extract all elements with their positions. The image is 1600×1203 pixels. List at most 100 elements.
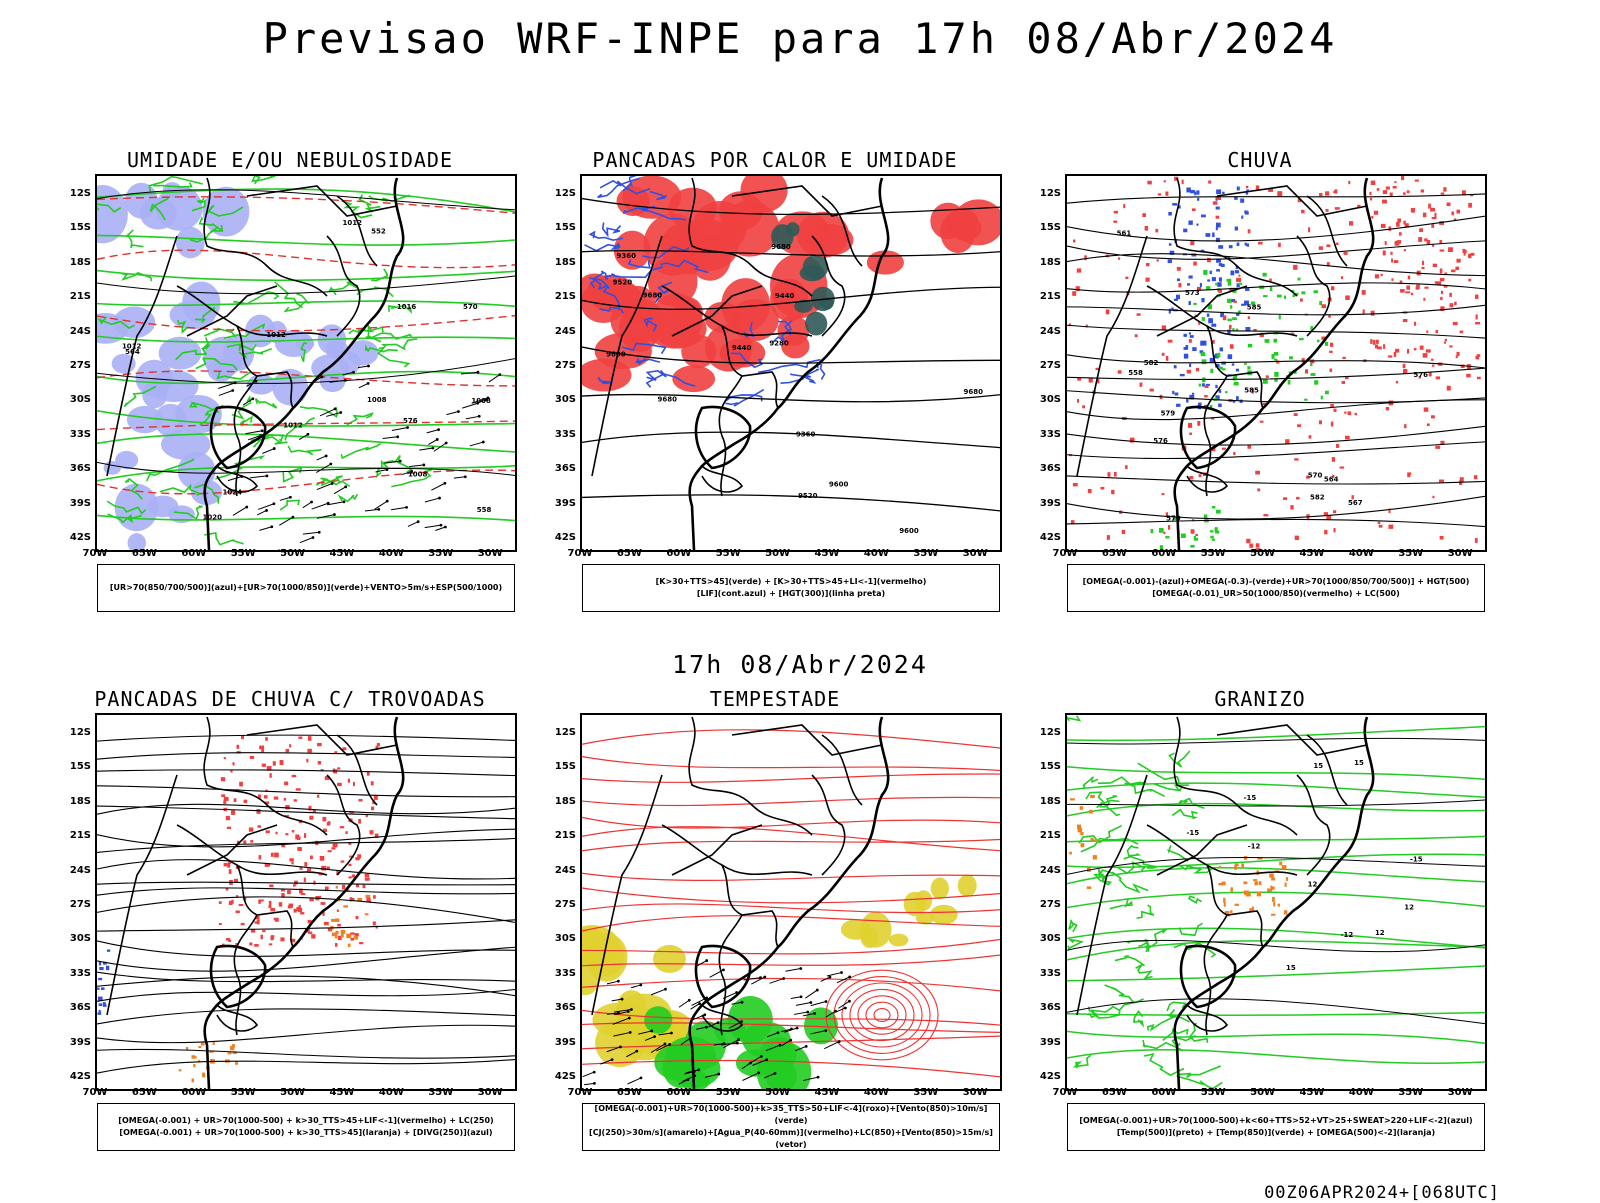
temperature-850-contour (1136, 904, 1155, 919)
latitude-label: 12S (69, 188, 91, 199)
lifted-index-contour (645, 369, 667, 381)
humidity-upper-area (103, 461, 121, 475)
rain-area (1388, 524, 1394, 529)
humidity-upper-area (158, 336, 202, 370)
longitude-label: 40W (863, 1087, 889, 1098)
thunderstorm-area (269, 773, 272, 778)
omega-area (1188, 332, 1192, 335)
humidity-lower-contour (391, 468, 432, 488)
omega-area (1211, 277, 1216, 282)
latitude-label: 18S (554, 795, 576, 807)
wind-vector (232, 505, 249, 516)
omega-strong-area (1165, 536, 1170, 539)
latitude-label: 18S (69, 795, 91, 807)
omega-500-area (1234, 864, 1237, 870)
omega-strong-area (1238, 310, 1241, 315)
state-border (1203, 375, 1228, 497)
thunderstorm-area (285, 805, 290, 810)
omega-area (1190, 189, 1195, 194)
omega-area (1235, 312, 1240, 316)
humidity-lower-contour (287, 445, 322, 456)
rain-area (1285, 439, 1290, 444)
wind-850-vector (627, 1076, 643, 1085)
wind-vector (246, 379, 258, 387)
rain-area (1432, 243, 1435, 247)
height-300-contour (582, 393, 1000, 403)
omega-500-area (1277, 903, 1281, 907)
contour-value-label: 582 (1144, 359, 1159, 367)
lifted-index-contour (627, 259, 652, 269)
rain-area (1426, 239, 1431, 245)
instability-orange-area (202, 1072, 206, 1078)
rain-area (1448, 247, 1453, 253)
k-index-area (802, 254, 829, 280)
rain-area (1371, 215, 1374, 219)
wind-vector (431, 481, 447, 491)
omega-strong-area (1319, 300, 1323, 306)
thunderstorm-area (225, 888, 229, 891)
thunderstorm-area (275, 831, 278, 835)
height-300-contour (582, 197, 1000, 216)
longitude-label: 35W (1398, 548, 1424, 559)
rain-area (1369, 191, 1372, 196)
temperature-850-contour (1168, 750, 1191, 768)
wind-850-vector (838, 999, 851, 1009)
wind-vector (391, 426, 409, 432)
lifted-index-contour (643, 317, 658, 332)
rain-area (1382, 199, 1387, 204)
thunderstorm-area (294, 880, 298, 885)
rain-area (1468, 202, 1472, 208)
wind-850-vector (606, 1045, 622, 1053)
wind-vector (460, 370, 480, 375)
streamline-250 (97, 805, 515, 820)
lifted-index-contour (621, 342, 667, 355)
wind-vector (469, 440, 485, 447)
rain-area (1301, 209, 1305, 214)
thunderstorm-area (266, 766, 272, 771)
legend-box: [OMEGA(-0.001)-(azul)+OMEGA(-0.3)-(verde… (1067, 564, 1485, 612)
omega-area (1240, 198, 1245, 203)
rain-area (1145, 263, 1150, 267)
rain-area (1382, 190, 1388, 195)
height-500-contour (1067, 240, 1485, 260)
omega-area (1179, 373, 1185, 377)
wind-850-vector (769, 977, 786, 984)
thunderstorm-area (255, 915, 260, 920)
omega-500-area (1285, 877, 1289, 881)
rain-area (1165, 191, 1169, 196)
omega-500-area (1241, 863, 1245, 869)
longitude-label: 55W (715, 548, 741, 559)
instability-area (582, 282, 627, 324)
omega-strong-area (1207, 304, 1212, 310)
longitude-label: 65W (616, 1087, 642, 1098)
thunderstorm-area (231, 810, 236, 815)
k-index-area (794, 299, 813, 313)
humidity-lower-contour (195, 357, 238, 371)
instability-orange-area (193, 1064, 196, 1068)
state-border (671, 285, 763, 337)
thunderstorm-area (249, 755, 255, 759)
instability-orange-area (353, 935, 357, 939)
thunderstorm-area (264, 862, 269, 867)
humidity-lower-contour (320, 475, 343, 487)
thunderstorm-area (312, 810, 317, 813)
rain-area (1268, 188, 1274, 192)
longitude-label: 55W (230, 1087, 256, 1098)
omega-500-area (1230, 910, 1233, 913)
rain-area (1430, 415, 1435, 419)
state-border (1156, 824, 1248, 876)
rain-area (1251, 388, 1254, 394)
rain-area (1085, 324, 1088, 328)
temperature-850-contour (1104, 984, 1135, 1004)
thunderstorm-area (321, 865, 327, 871)
state-border (186, 824, 278, 876)
rain-area (1410, 292, 1414, 296)
height-300-contour (582, 494, 1000, 512)
longitude-label: 60W (181, 548, 207, 559)
rain-area (1377, 346, 1382, 350)
rain-area (1329, 342, 1334, 347)
contour-value-label: 12 (1404, 903, 1414, 911)
temperature-850-contour (1097, 869, 1114, 881)
longitude-label: 50W (280, 548, 306, 559)
omega-area (1241, 215, 1244, 219)
